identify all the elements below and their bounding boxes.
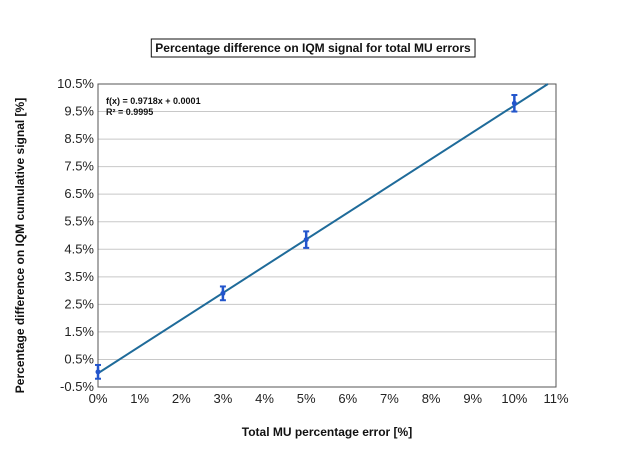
x-tick-label: 8% [422, 391, 441, 406]
x-tick-label: 1% [130, 391, 149, 406]
x-tick-label: 5% [297, 391, 316, 406]
y-tick-label: -0.5% [60, 379, 94, 394]
grid [98, 83, 556, 388]
x-axis-title: Total MU percentage error [%] [242, 425, 412, 439]
y-tick-label: 9.5% [64, 104, 94, 119]
x-tick-label: 7% [380, 391, 399, 406]
data-point [95, 363, 101, 380]
y-tick-label: 8.5% [64, 131, 94, 146]
data-points [95, 94, 518, 380]
x-tick-label: 4% [255, 391, 274, 406]
chart-title: Percentage difference on IQM signal for … [155, 41, 471, 55]
y-tick-label: 2.5% [64, 296, 94, 311]
y-tick-label: 5.5% [64, 214, 94, 229]
y-tick-label: 6.5% [64, 186, 94, 201]
x-tick-label: 9% [463, 391, 482, 406]
x-tick-label: 6% [338, 391, 357, 406]
x-axis-ticks: 0% 1% 2% 3% 4% 5% 6% 7% 8% 9% 10% 11% [89, 391, 569, 406]
y-tick-label: 3.5% [64, 269, 94, 284]
x-tick-label: 10% [501, 391, 527, 406]
trendline [97, 83, 549, 375]
y-tick-label: 7.5% [64, 159, 94, 174]
trendline-r-squared: R² = 0.9995 [106, 107, 153, 117]
plot-frame [97, 83, 557, 388]
x-tick-label: 3% [214, 391, 233, 406]
x-tick-label: 11% [543, 391, 568, 406]
x-tick-label: 2% [172, 391, 191, 406]
data-point [303, 230, 310, 249]
chart-title-box [150, 38, 476, 58]
trendline-equation: f(x) = 0.9718x + 0.0001 [106, 96, 201, 106]
data-point [219, 285, 226, 302]
y-tick-label: 0.5% [64, 351, 94, 366]
y-axis-ticks: -0.5% 0.5% 1.5% 2.5% 3.5% 4.5% 5.5% 6.5% 7.5% 8.5… [57, 76, 94, 394]
x-tick-label: 0% [89, 391, 108, 406]
y-tick-label: 1.5% [64, 324, 94, 339]
data-point [511, 94, 518, 113]
y-tick-label: 4.5% [64, 241, 94, 256]
y-axis-title: Percentage difference on IQM cumulative … [13, 98, 27, 393]
y-tick-label: 10.5% [57, 76, 94, 91]
